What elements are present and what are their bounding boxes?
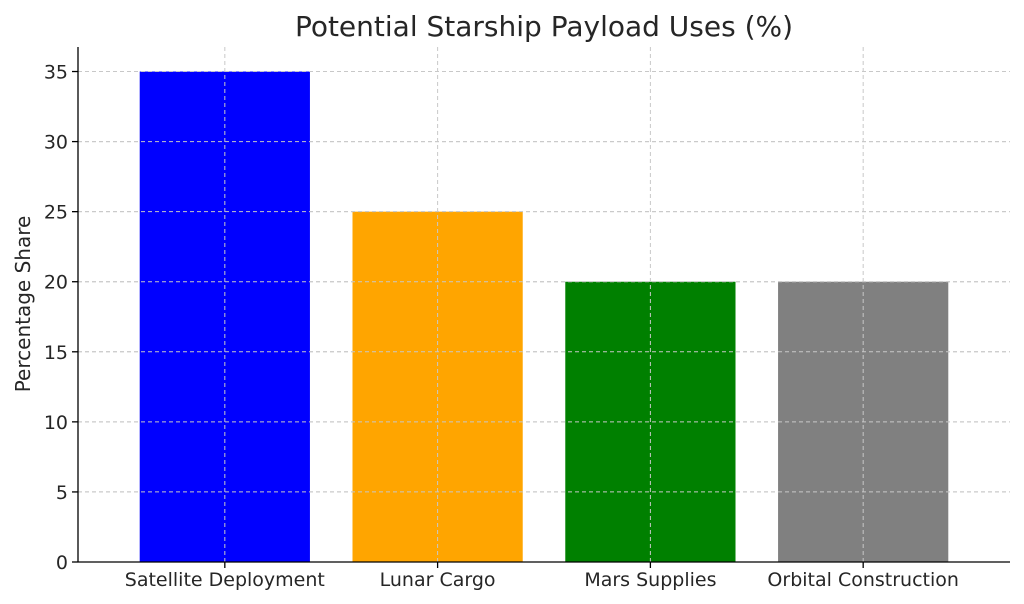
y-axis-label: Percentage Share	[11, 216, 35, 393]
y-tick-label: 0	[56, 552, 68, 574]
y-tick-label: 25	[44, 202, 68, 224]
x-tick-label: Mars Supplies	[584, 569, 716, 591]
x-tick-label: Orbital Construction	[767, 569, 959, 591]
y-tick-label: 10	[44, 412, 68, 434]
y-tick-label: 5	[56, 482, 68, 504]
y-axis-ticks: 0 5 10 15 20 25 30 35	[44, 62, 78, 574]
bars	[139, 71, 949, 563]
axes	[77, 47, 1010, 563]
x-tick-label: Lunar Cargo	[380, 569, 496, 591]
grid-lines-overlay	[78, 47, 1010, 562]
chart-title: Potential Starship Payload Uses (%)	[295, 10, 793, 43]
y-tick-label: 20	[44, 272, 68, 294]
y-tick-label: 30	[44, 132, 68, 154]
x-axis-ticks: Satellite Deployment Lunar Cargo Mars Supp…	[125, 562, 959, 591]
y-tick-label: 35	[44, 62, 68, 84]
y-tick-label: 15	[44, 342, 68, 364]
x-tick-label: Satellite Deployment	[125, 569, 325, 591]
